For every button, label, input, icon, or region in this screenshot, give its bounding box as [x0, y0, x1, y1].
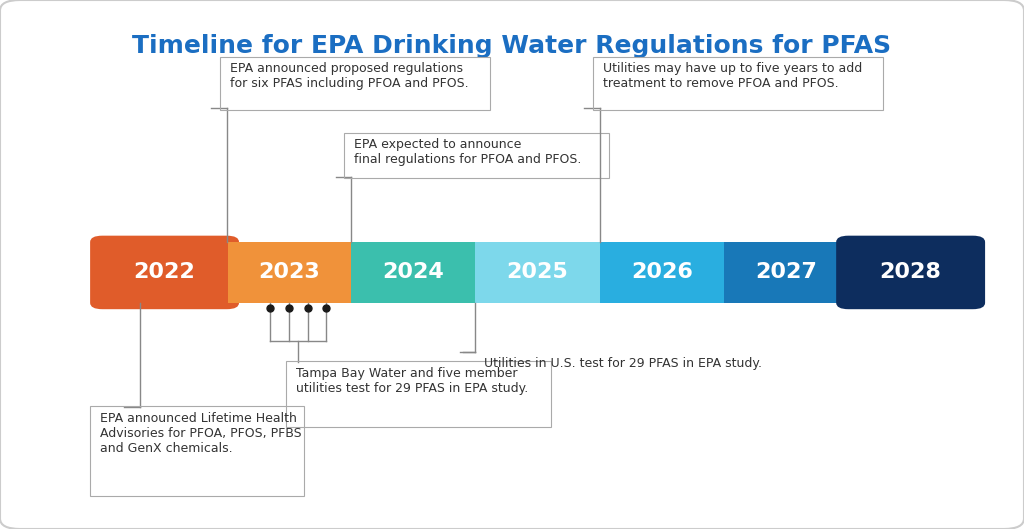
Bar [351, 242, 475, 303]
FancyBboxPatch shape [837, 236, 985, 309]
Text: 2027: 2027 [756, 262, 817, 282]
Text: Tampa Bay Water and five member
utilities test for 29 PFAS in EPA study.: Tampa Bay Water and five member utilitie… [296, 367, 528, 395]
Text: 2022: 2022 [134, 262, 196, 282]
Text: 2028: 2028 [880, 262, 941, 282]
Bar [849, 242, 905, 303]
Text: Utilities may have up to five years to add
treatment to remove PFOA and PFOS.: Utilities may have up to five years to a… [603, 62, 862, 90]
Bar [600, 242, 724, 303]
Text: EPA announced proposed regulations
for six PFAS including PFOA and PFOS.: EPA announced proposed regulations for s… [229, 62, 468, 90]
Bar [171, 242, 228, 303]
Text: EPA expected to announce
final regulations for PFOA and PFOS.: EPA expected to announce final regulatio… [354, 138, 582, 166]
Text: EPA announced Lifetime Health
Advisories for PFOA, PFOS, PFBS
and GenX chemicals: EPA announced Lifetime Health Advisories… [100, 412, 302, 454]
Text: 2026: 2026 [631, 262, 693, 282]
Text: Utilities in U.S. test for 29 PFAS in EPA study.: Utilities in U.S. test for 29 PFAS in EP… [483, 357, 762, 370]
Bar [226, 242, 351, 303]
Text: 2024: 2024 [382, 262, 444, 282]
Bar [475, 242, 600, 303]
Text: 2025: 2025 [507, 262, 568, 282]
FancyBboxPatch shape [90, 236, 239, 309]
Bar [724, 242, 849, 303]
Text: Timeline for EPA Drinking Water Regulations for PFAS: Timeline for EPA Drinking Water Regulati… [132, 34, 892, 58]
Text: 2023: 2023 [258, 262, 319, 282]
